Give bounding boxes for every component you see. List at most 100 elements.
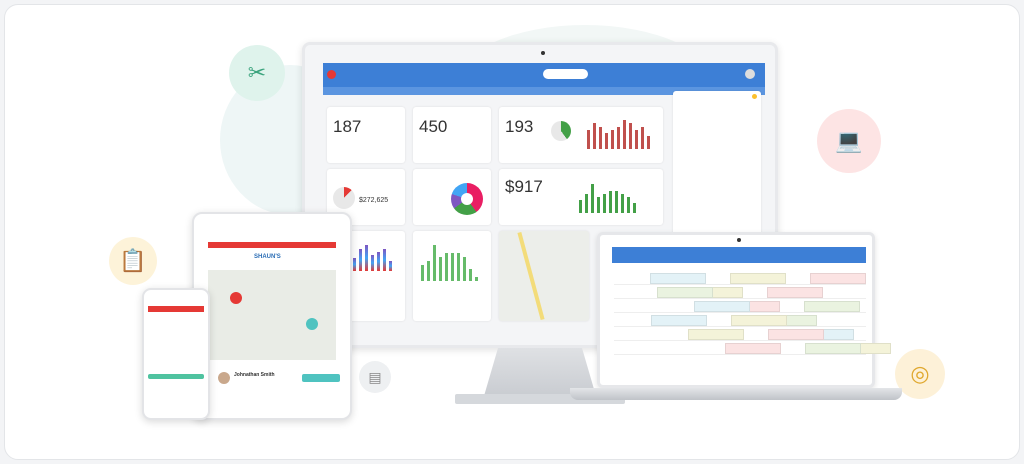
laptop-base [570,388,902,400]
card-value: 450 [419,117,448,136]
schedule-row [614,313,866,327]
app-header [148,306,204,312]
action-button[interactable] [302,374,340,382]
card-value: 187 [333,117,362,136]
sub-nav-bar [323,87,765,95]
location-pin[interactable] [230,292,242,304]
schedule-event[interactable] [694,301,750,312]
target-icon: ◎ [895,349,945,399]
chart-bar [421,265,424,281]
chart-bar [457,253,460,281]
bar-chart [421,241,478,281]
schedule-event[interactable] [725,343,781,354]
logo-icon [327,70,336,79]
chart-bar [463,257,466,281]
chart-bar [439,257,442,281]
card-value: $917 [505,177,543,196]
jobs-card: 450 [413,107,491,163]
chart-bar [451,253,454,281]
bar-chart [587,119,650,149]
schedule-event[interactable] [657,287,713,298]
chart-bar [365,245,368,271]
chart-bar [371,255,374,271]
map-card [499,231,589,321]
chart-bar [475,277,478,281]
schedule-event[interactable] [810,273,866,284]
chart-bar [427,261,430,281]
chart-bar [641,126,644,149]
schedule-event[interactable] [651,315,707,326]
badge-icon [752,94,757,99]
chart-bar [433,245,436,281]
contact-name: Johnathan Smith [234,372,275,378]
schedule-row [614,341,891,355]
schedule-row [614,271,866,285]
chart-bar [617,126,620,149]
top-nav-bar [323,63,765,87]
avatar[interactable] [745,69,755,79]
top-nav-bar [612,247,866,263]
schedule-row [614,285,866,299]
search-input[interactable] [543,69,588,79]
chart-bar [611,129,614,149]
monitor-base [455,394,625,404]
action-button[interactable] [148,374,204,379]
chart-bar [599,126,602,149]
chart-bar [633,203,636,213]
donut-chart [551,121,571,141]
document-icon: ▤ [359,361,391,393]
chart-bar [609,190,612,213]
tablet: SHAUN'S Johnathan Smith [192,212,352,420]
laptop-gauge-icon: 💻 [817,109,881,173]
chart-bar [579,200,582,213]
map [208,270,336,360]
chart-bar [605,133,608,149]
chart-bar [623,120,626,149]
camera [737,238,741,242]
schedule-row [614,327,866,341]
chart-bar [615,190,618,213]
schedule-event[interactable] [805,343,861,354]
camera [541,51,545,55]
map-road [517,232,545,320]
brand-logo: SHAUN'S [254,254,281,260]
phone [142,288,210,420]
schedule-event[interactable] [650,273,706,284]
chart-bar [587,129,590,149]
pie-chart [451,183,483,215]
donut-chart [333,187,355,209]
chart-bar [603,193,606,213]
new-customers-card: 187 [327,107,405,163]
chart-bar [629,123,632,149]
chart-bar [597,197,600,213]
chart-bar [359,248,362,271]
chart-bar [585,193,588,213]
chart-bar [389,261,392,271]
chart-bar [647,136,650,149]
chart-bar [593,123,596,149]
schedule-event[interactable] [804,301,860,312]
alert-banner [208,242,336,248]
schedule-event[interactable] [768,329,824,340]
chart-bar [627,197,630,213]
schedule-row [614,299,866,313]
chart-bar [377,251,380,271]
tools-icon: ✂ [229,45,285,101]
card-value: $272,625 [359,197,389,204]
chart-bar [469,269,472,281]
laptop [597,232,891,388]
payments-card [413,169,491,225]
schedule-event[interactable] [731,315,787,326]
schedule-event[interactable] [767,287,823,298]
chart-bar [635,129,638,149]
vehicle-pin[interactable] [306,318,318,330]
chart-bar [383,248,386,271]
chart-bar [621,193,624,213]
chart-bar [591,184,594,213]
schedule-event[interactable] [688,329,744,340]
estimates-card: 193 [499,107,663,163]
avg-revenue-card: $917 [499,169,663,225]
schedule-event[interactable] [730,273,786,284]
estimates-categories-card [413,231,491,321]
clipboard-icon: 📋 [109,237,157,285]
